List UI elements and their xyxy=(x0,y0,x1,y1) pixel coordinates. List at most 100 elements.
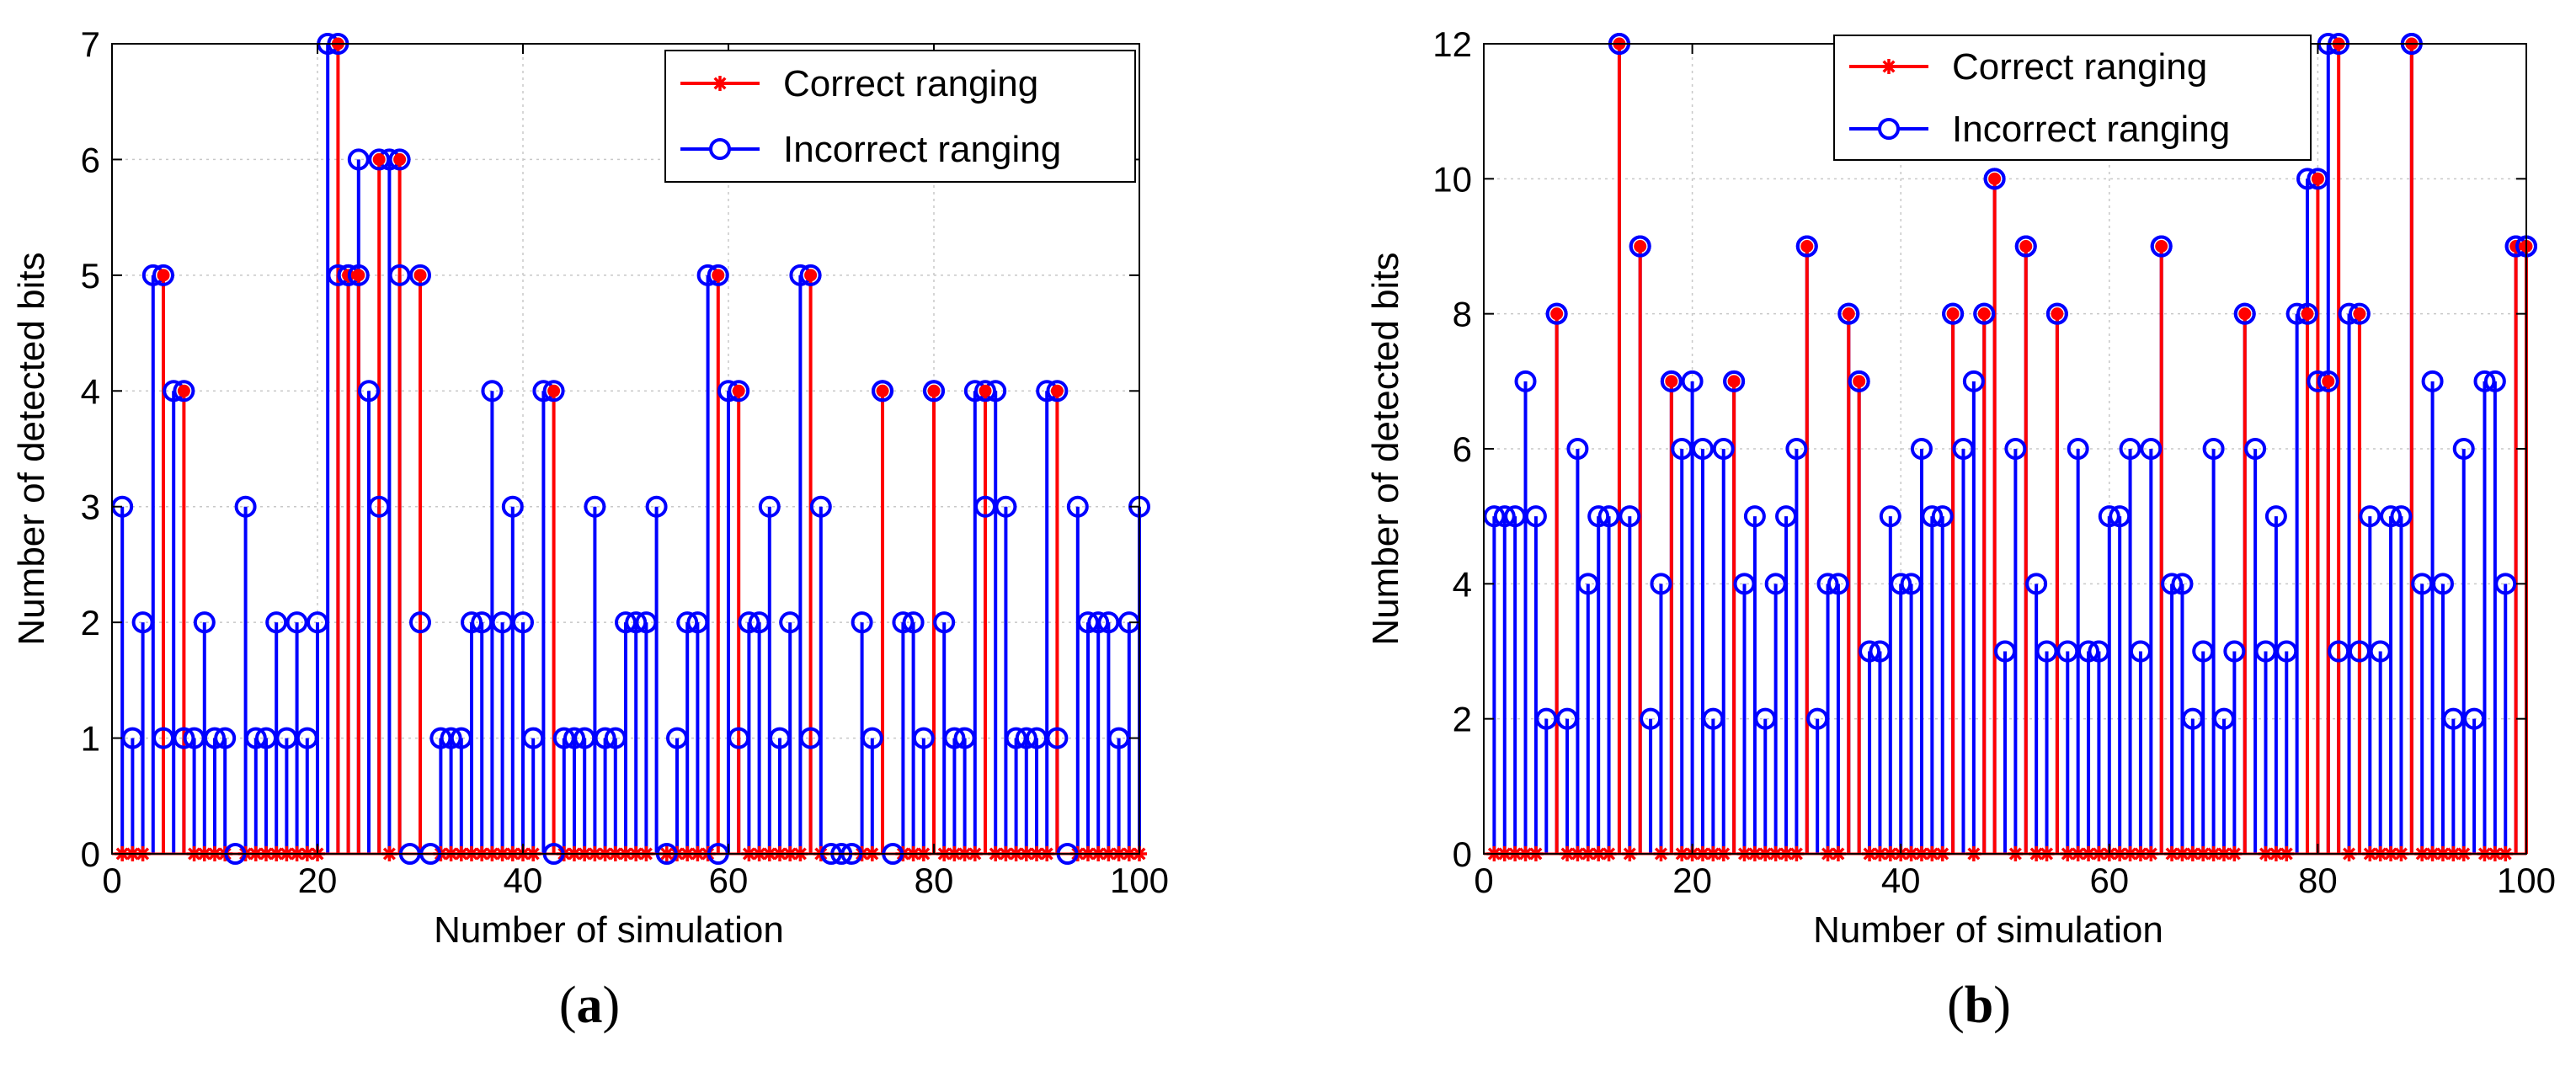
marker-incorrect-ranging xyxy=(388,264,411,286)
marker-incorrect-ranging xyxy=(2264,505,2287,528)
marker-incorrect-ranging xyxy=(563,727,585,749)
marker-incorrect-ranging-overlap xyxy=(1629,235,1651,258)
marker-correct-ranging xyxy=(2311,172,2324,185)
legend: Correct ranging Incorrect ranging xyxy=(1833,35,2312,161)
marker-incorrect-ranging xyxy=(193,611,216,634)
marker-incorrect-ranging xyxy=(573,727,596,749)
marker-incorrect-ranging xyxy=(902,611,925,634)
marker-correct-ranging xyxy=(2238,307,2252,321)
marker-incorrect-ranging xyxy=(1827,573,1849,595)
marker-incorrect-ranging xyxy=(943,727,966,749)
marker-incorrect-ranging xyxy=(1514,370,1537,392)
marker-incorrect-ranging-overlap xyxy=(1660,370,1683,392)
marker-incorrect-ranging xyxy=(779,611,802,634)
marker-incorrect-ranging xyxy=(1640,707,1662,730)
marker-incorrect-ranging xyxy=(1671,438,1693,460)
marker-incorrect-ranging xyxy=(2119,438,2141,460)
marker-incorrect-ranging xyxy=(625,611,648,634)
marker-incorrect-ranging xyxy=(1733,573,1756,595)
x-axis-label: Number of simulation xyxy=(1813,909,2163,951)
marker-incorrect-ranging xyxy=(522,727,545,749)
marker-incorrect-ranging xyxy=(1107,727,1130,749)
marker-incorrect-ranging xyxy=(2483,370,2506,392)
marker-incorrect-ranging xyxy=(1962,370,1985,392)
marker-incorrect-ranging-overlap xyxy=(799,264,822,286)
marker-incorrect-ranging xyxy=(2109,505,2131,528)
marker-correct-ranging xyxy=(1050,384,1064,397)
marker-incorrect-ranging xyxy=(1483,505,1506,528)
marker-incorrect-ranging xyxy=(204,727,226,749)
marker-incorrect-ranging xyxy=(1691,438,1714,460)
marker-incorrect-ranging xyxy=(635,611,658,634)
marker-incorrect-ranging xyxy=(173,727,195,749)
marker-incorrect-ranging xyxy=(892,611,915,634)
marker-incorrect-ranging xyxy=(594,727,616,749)
marker-incorrect-ranging xyxy=(758,495,781,518)
marker-incorrect-ranging xyxy=(645,495,668,518)
marker-incorrect-ranging-overlap xyxy=(2317,370,2339,392)
marker-correct-ranging xyxy=(1634,240,1647,253)
marker-incorrect-ranging-overlap xyxy=(1973,302,1996,325)
marker-incorrect-ranging xyxy=(2056,640,2079,663)
marker-incorrect-ranging xyxy=(2380,505,2403,528)
marker-incorrect-ranging xyxy=(666,727,688,749)
marker-incorrect-ranging xyxy=(1597,505,1620,528)
marker-incorrect-ranging xyxy=(1743,505,1766,528)
marker-incorrect-ranging xyxy=(409,611,431,634)
marker-incorrect-ranging xyxy=(1931,505,1954,528)
marker-incorrect-ranging xyxy=(2067,438,2089,460)
marker-incorrect-ranging xyxy=(285,611,308,634)
marker-incorrect-ranging-overlap xyxy=(1545,302,1568,325)
x-tick-label: 60 xyxy=(709,861,749,900)
marker-incorrect-ranging-overlap xyxy=(1837,302,1860,325)
marker-incorrect-ranging xyxy=(953,727,976,749)
marker-incorrect-ranging xyxy=(799,727,822,749)
marker-incorrect-ranging xyxy=(2369,640,2392,663)
marker-incorrect-ranging-overlap xyxy=(173,380,195,402)
marker-incorrect-ranging xyxy=(2359,505,2381,528)
marker-incorrect-ranging-overlap xyxy=(409,264,431,286)
marker-incorrect-ranging xyxy=(1046,727,1069,749)
marker-incorrect-ranging xyxy=(1097,611,1120,634)
marker-incorrect-ranging-overlap xyxy=(2045,302,2068,325)
x-tick-label: 80 xyxy=(2298,861,2338,900)
y-axis-label: Number of detected bits xyxy=(1365,252,1406,645)
marker-incorrect-ranging xyxy=(491,611,514,634)
marker-incorrect-ranging xyxy=(1754,707,1777,730)
marker-incorrect-ranging xyxy=(2140,438,2163,460)
y-tick-label: 4 xyxy=(81,371,100,411)
x-axis-label: Number of simulation xyxy=(434,909,784,951)
marker-incorrect-ranging xyxy=(2212,707,2235,730)
marker-incorrect-ranging xyxy=(358,380,380,402)
marker-correct-ranging xyxy=(2301,307,2314,321)
marker-correct-ranging xyxy=(1946,307,1960,321)
marker-incorrect-ranging-overlap xyxy=(542,380,565,402)
marker-incorrect-ranging xyxy=(1890,573,1912,595)
y-tick-label: 2 xyxy=(1453,700,1472,739)
marker-correct-ranging xyxy=(352,269,365,282)
marker-correct-ranging xyxy=(1665,375,1678,388)
marker-incorrect-ranging xyxy=(512,611,534,634)
marker-incorrect-ranging xyxy=(1504,505,1527,528)
marker-incorrect-ranging-overlap xyxy=(368,148,391,171)
marker-incorrect-ranging xyxy=(584,495,606,518)
x-tick-label: 0 xyxy=(102,861,121,900)
marker-correct-ranging xyxy=(927,384,941,397)
marker-incorrect-ranging xyxy=(1806,707,1829,730)
marker-correct-ranging xyxy=(1977,307,1991,321)
marker-incorrect-ranging xyxy=(2077,640,2100,663)
marker-incorrect-ranging xyxy=(2025,573,2048,595)
marker-incorrect-ranging xyxy=(1566,438,1589,460)
marker-incorrect-ranging xyxy=(1785,438,1808,460)
marker-incorrect-ranging xyxy=(2421,370,2444,392)
y-tick-label: 6 xyxy=(81,140,100,179)
marker-incorrect-ranging xyxy=(131,611,154,634)
marker-correct-ranging xyxy=(876,384,889,397)
marker-incorrect-ranging xyxy=(244,727,267,749)
x-tick-label: 40 xyxy=(1881,861,1921,900)
marker-correct-ranging xyxy=(1988,172,2002,185)
caption-open-paren: ( xyxy=(559,977,577,1034)
marker-correct-ranging xyxy=(732,384,745,397)
marker-incorrect-ranging xyxy=(2171,573,2194,595)
marker-incorrect-ranging-overlap xyxy=(974,380,996,402)
